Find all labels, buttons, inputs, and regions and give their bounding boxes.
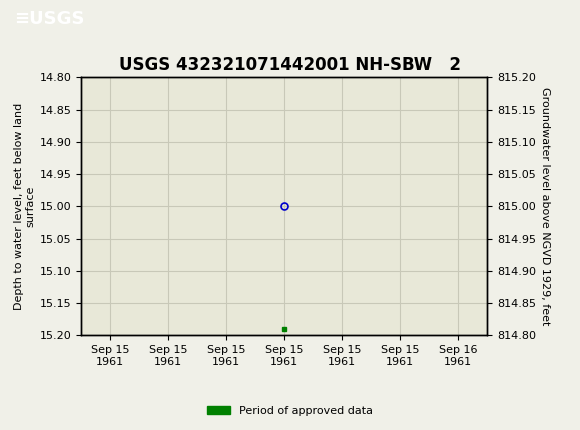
Y-axis label: Depth to water level, feet below land
surface: Depth to water level, feet below land su… <box>14 103 35 310</box>
Legend: Period of approved data: Period of approved data <box>203 401 377 420</box>
Y-axis label: Groundwater level above NGVD 1929, feet: Groundwater level above NGVD 1929, feet <box>540 87 550 326</box>
Text: ≡USGS: ≡USGS <box>14 10 85 28</box>
Text: USGS 432321071442001 NH-SBW   2: USGS 432321071442001 NH-SBW 2 <box>119 56 461 74</box>
